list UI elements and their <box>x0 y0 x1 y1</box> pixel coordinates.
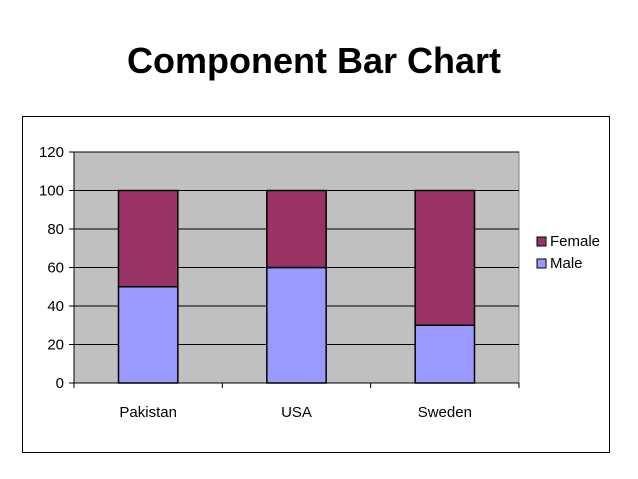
axes <box>69 151 520 388</box>
legend: Female Male <box>536 233 600 272</box>
bar-female-sweden <box>414 189 476 326</box>
legend-label-male: Male <box>550 255 583 272</box>
legend-swatch-male <box>536 258 547 269</box>
bar-female-pakistan <box>117 189 179 288</box>
bar-female-usa <box>266 189 327 269</box>
bar-male-pakistan <box>117 286 179 384</box>
y-tick-label: 40 <box>47 298 64 315</box>
x-tick-label: Sweden <box>418 404 472 421</box>
bar-male-usa <box>266 266 327 384</box>
tick-labels: 0 20 40 60 80 100 120 Pakistan USA Sweden <box>39 144 472 421</box>
y-tick-label: 60 <box>47 260 64 277</box>
chart-title: Component Bar Chart <box>126 40 501 81</box>
y-tick-label: 0 <box>56 375 64 392</box>
y-tick-label: 100 <box>39 183 64 200</box>
bar-male-sweden <box>414 324 476 384</box>
chart: 0 20 40 60 80 100 120 Pakistan USA Sweden Female M… <box>39 144 600 421</box>
legend-swatch-female <box>536 236 547 247</box>
y-tick-label: 20 <box>47 337 64 354</box>
legend-label-female: Female <box>550 233 600 250</box>
bars <box>117 189 476 384</box>
chart-frame: 0 20 40 60 80 100 120 Pakistan USA Sweden Female M… <box>22 116 610 453</box>
y-tick-label: 80 <box>47 221 64 238</box>
y-tick-label: 120 <box>39 144 64 161</box>
x-tick-label: USA <box>281 404 312 421</box>
x-tick-label: Pakistan <box>119 404 177 421</box>
